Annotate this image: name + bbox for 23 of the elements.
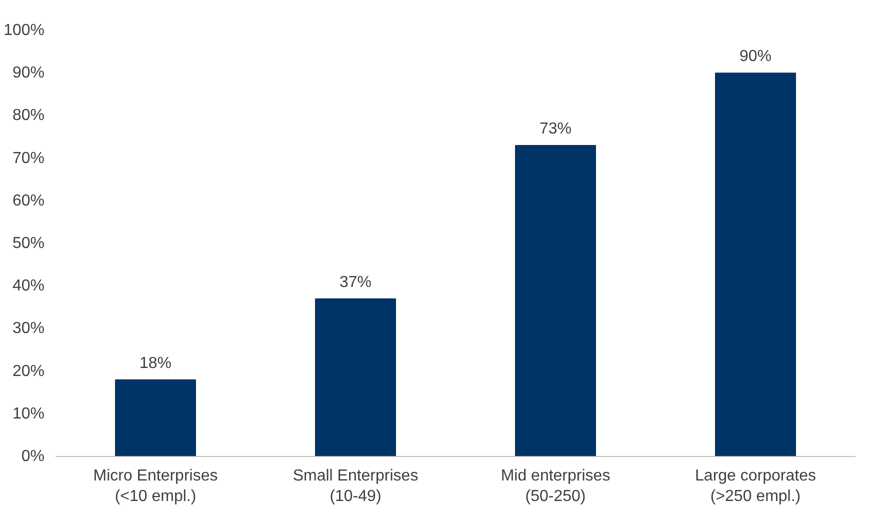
y-tick-label: 60% — [12, 192, 45, 210]
y-tick-label: 100% — [4, 22, 44, 39]
y-tick-label: 10% — [12, 405, 45, 422]
y-tick-label: 70% — [12, 150, 45, 167]
x-tick-label: Large corporates (>250 empl.) — [695, 468, 816, 505]
y-tick-label: 90% — [12, 64, 45, 82]
x-tick-label: Small Enterprises (10-49) — [292, 468, 418, 505]
data-label: 90% — [739, 48, 772, 66]
y-tick-label: 30% — [12, 320, 45, 338]
x-tick-label: Micro Enterprises (<10 empl.) — [93, 468, 218, 505]
y-tick-label: 80% — [12, 107, 45, 124]
y-tick-label: 0% — [21, 448, 44, 465]
bar — [715, 72, 796, 456]
data-label: 18% — [139, 354, 172, 372]
bar — [315, 298, 396, 456]
y-tick-label: 50% — [12, 235, 45, 252]
data-label: 37% — [339, 274, 372, 291]
bar — [515, 145, 596, 456]
y-tick-label: 40% — [12, 278, 45, 295]
y-tick-label: 20% — [12, 362, 45, 380]
x-tick-label: Mid enterprises (50-250) — [500, 468, 610, 505]
data-label: 73% — [539, 120, 572, 138]
bar — [115, 379, 196, 456]
